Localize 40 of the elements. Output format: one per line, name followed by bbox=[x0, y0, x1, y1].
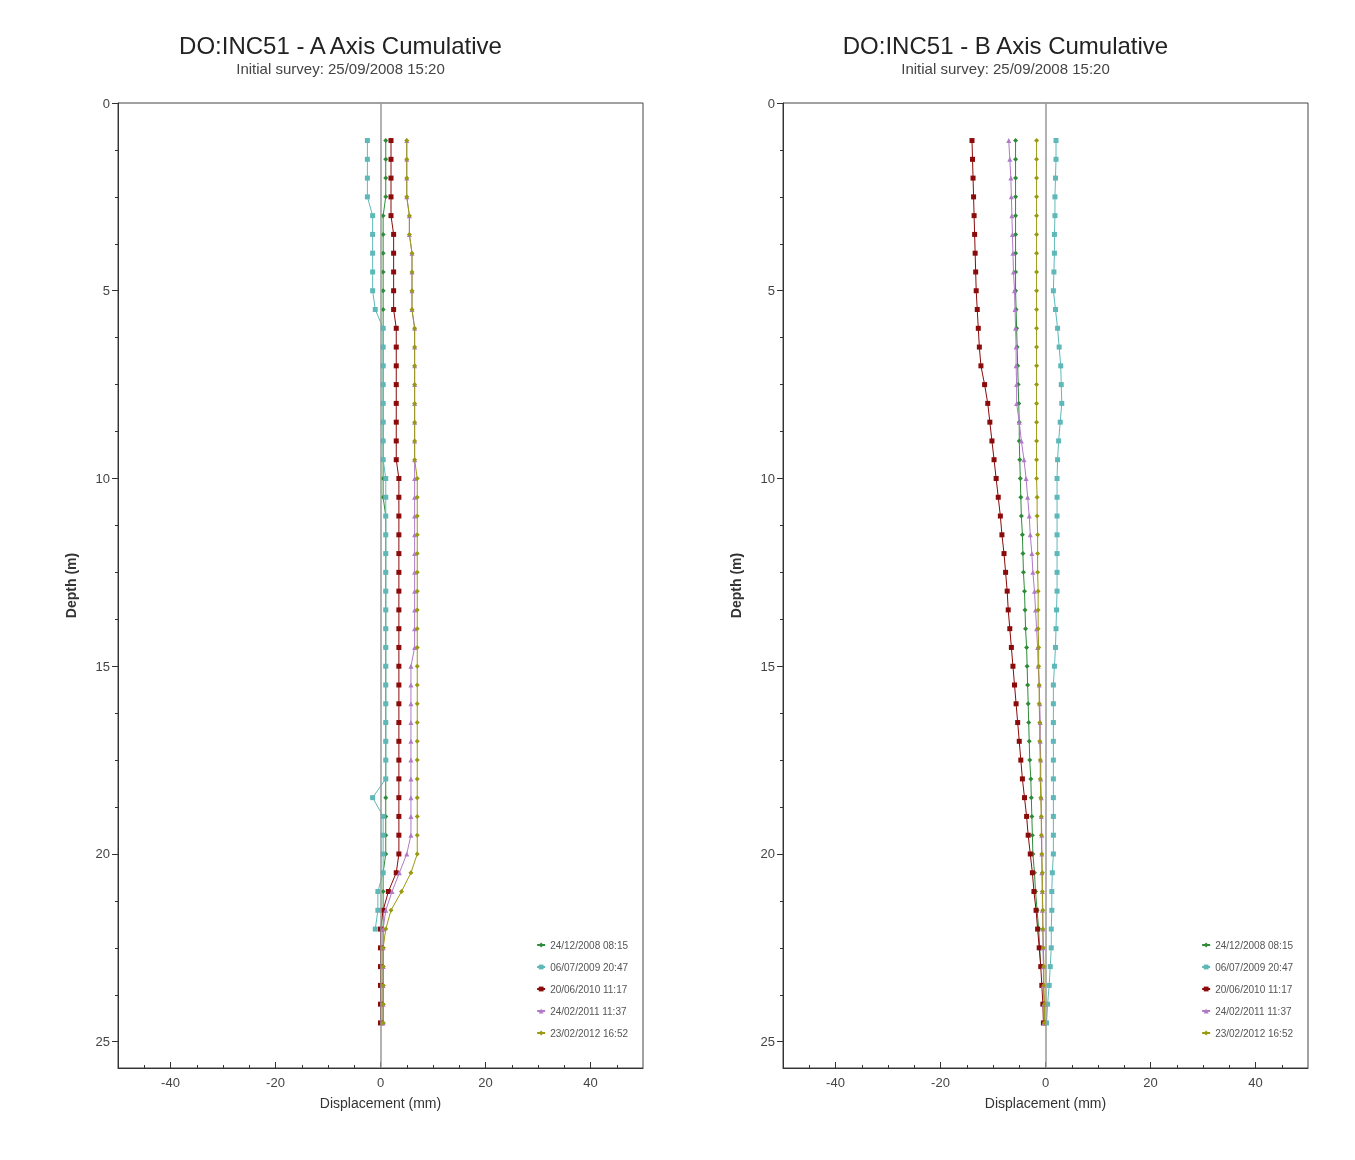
y-tick-label: 0 bbox=[767, 95, 775, 111]
chart-title: DO:INC51 - B Axis Cumulative bbox=[842, 31, 1169, 59]
legend-label: 23/02/2012 16:52 bbox=[1215, 1027, 1294, 1039]
y-tick-label: 25 bbox=[95, 1034, 110, 1050]
legend-label: 20/06/2010 11:17 bbox=[1215, 983, 1293, 995]
x-tick-label: 40 bbox=[1248, 1075, 1263, 1090]
legend-label: 24/02/2011 11:37 bbox=[1215, 1005, 1292, 1017]
x-tick-label: 40 bbox=[583, 1075, 598, 1090]
legend-label: 06/07/2009 20:47 bbox=[550, 961, 629, 973]
y-tick-label: 0 bbox=[102, 95, 110, 111]
y-tick-label: 15 bbox=[95, 658, 110, 674]
x-tick-label: -20 bbox=[931, 1075, 950, 1090]
chart-subtitle: Initial survey: 25/09/2008 15:20 bbox=[901, 60, 1110, 77]
x-axis-title: Displacement (mm) bbox=[319, 1095, 442, 1111]
y-tick-label: 20 bbox=[95, 846, 110, 862]
x-axis-title: Displacement (mm) bbox=[984, 1095, 1107, 1111]
y-tick-label: 5 bbox=[767, 283, 775, 299]
y-axis-title: Depth (m) bbox=[63, 552, 79, 619]
x-tick-label: 0 bbox=[376, 1075, 385, 1090]
x-tick-label: -40 bbox=[161, 1075, 180, 1090]
legend-label: 20/06/2010 11:17 bbox=[550, 983, 628, 995]
y-tick-label: 10 bbox=[95, 470, 110, 486]
x-tick-label: 20 bbox=[478, 1075, 493, 1090]
x-tick-label: -20 bbox=[266, 1075, 285, 1090]
y-tick-label: 5 bbox=[102, 283, 110, 299]
x-tick-label: 20 bbox=[1143, 1075, 1158, 1090]
chart-subtitle: Initial survey: 25/09/2008 15:20 bbox=[236, 60, 445, 77]
y-tick-label: 10 bbox=[760, 470, 775, 486]
y-tick-label: 25 bbox=[760, 1034, 775, 1050]
legend-label: 23/02/2012 16:52 bbox=[550, 1027, 629, 1039]
legend-label: 24/02/2011 11:37 bbox=[550, 1005, 627, 1017]
y-tick-label: 15 bbox=[760, 658, 775, 674]
x-tick-label: 0 bbox=[1041, 1075, 1050, 1090]
chart-title: DO:INC51 - A Axis Cumulative bbox=[179, 31, 502, 59]
legend-label: 24/12/2008 08:15 bbox=[550, 939, 629, 951]
y-tick-label: 20 bbox=[760, 846, 775, 862]
y-axis-title: Depth (m) bbox=[728, 552, 744, 619]
legend-label: 06/07/2009 20:47 bbox=[1215, 961, 1294, 973]
x-tick-label: -40 bbox=[826, 1075, 845, 1090]
legend-label: 24/12/2008 08:15 bbox=[1215, 939, 1294, 951]
